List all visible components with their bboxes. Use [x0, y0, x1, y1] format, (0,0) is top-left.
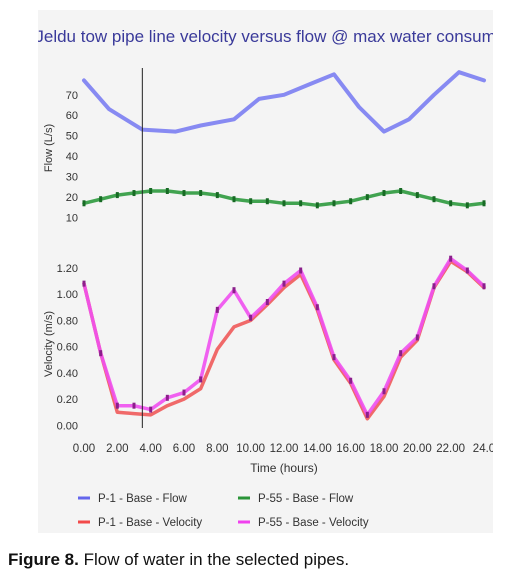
data-point [82, 200, 86, 207]
data-point [415, 192, 419, 199]
data-point [282, 280, 286, 287]
data-point [415, 334, 419, 341]
legend-entry: P-55 - Base - Velocity [258, 517, 369, 529]
data-point [349, 198, 353, 205]
legend-entry: P-1 - Base - Velocity [98, 517, 202, 529]
x-tick-label: 6.00 [173, 443, 195, 455]
data-point [332, 354, 336, 361]
data-point [349, 377, 353, 384]
x-tick-label: 24.0 [473, 443, 493, 455]
x-tick-label: 20.00 [403, 443, 432, 455]
data-point [299, 200, 303, 207]
data-point [465, 267, 469, 274]
data-point [299, 267, 303, 274]
y-tick-label: 10 [66, 213, 78, 225]
y-axis-label: Flow (L/s) [43, 124, 55, 172]
figure-caption-label: Figure 8. [8, 550, 79, 569]
data-point [449, 200, 453, 207]
x-tick-label: 18.00 [370, 443, 399, 455]
data-point [132, 402, 136, 409]
y-tick-label: 70 [66, 90, 78, 102]
data-point [399, 188, 403, 194]
data-point [182, 389, 186, 396]
data-point [482, 283, 486, 290]
x-tick-label: 16.00 [336, 443, 365, 455]
data-point [215, 192, 219, 199]
y-tick-label: 0.60 [57, 342, 78, 354]
chart-title: Jeldu tow pipe line velocity versus flow… [38, 27, 493, 46]
y-tick-label: 0.20 [57, 394, 78, 406]
data-point [82, 280, 86, 287]
x-tick-label: 8.00 [206, 443, 228, 455]
flow-velocity-chart: Jeldu tow pipe line velocity versus flow… [38, 27, 493, 529]
data-point [249, 314, 253, 321]
x-tick-label: 12.00 [270, 443, 299, 455]
data-point [99, 196, 103, 203]
figure-caption: Figure 8. Flow of water in the selected … [8, 550, 349, 570]
data-point [432, 283, 436, 290]
x-tick-label: 0.00 [73, 443, 95, 455]
data-point [115, 192, 119, 199]
y-tick-label: 20 [66, 192, 78, 204]
x-tick-label: 10.00 [236, 443, 265, 455]
data-point [215, 306, 219, 313]
legend-entry: P-55 - Base - Flow [258, 493, 354, 505]
data-point [149, 188, 153, 194]
data-point [482, 200, 486, 207]
data-point [282, 200, 286, 207]
y-axis-label: Velocity (m/s) [43, 311, 55, 377]
figure-caption-text: Flow of water in the selected pipes. [78, 550, 350, 569]
series-line [82, 70, 486, 134]
y-tick-label: 0.80 [57, 315, 78, 327]
data-point [115, 402, 119, 409]
y-tick-label: 1.00 [57, 289, 78, 301]
data-point [165, 188, 169, 194]
data-point [232, 196, 236, 203]
data-point [332, 200, 336, 207]
data-point [265, 299, 269, 305]
y-tick-label: 40 [66, 151, 78, 163]
data-point [249, 198, 253, 205]
data-point [99, 350, 103, 357]
y-tick-label: 0.40 [57, 368, 78, 380]
data-point [182, 190, 186, 197]
data-point [465, 202, 469, 209]
legend-entry: P-1 - Base - Flow [98, 493, 188, 505]
y-tick-label: 30 [66, 172, 78, 184]
x-tick-label: 2.00 [106, 443, 128, 455]
x-axis-label: Time (hours) [250, 461, 318, 475]
data-point [165, 394, 169, 401]
data-point [382, 388, 386, 395]
data-point [315, 304, 319, 311]
y-tick-label: 60 [66, 110, 78, 122]
y-tick-label: 50 [66, 131, 78, 143]
data-point [149, 406, 153, 413]
data-point [365, 411, 369, 418]
data-point [199, 376, 203, 383]
chart-container: Jeldu tow pipe line velocity versus flow… [38, 10, 493, 533]
data-point [199, 190, 203, 197]
data-point [432, 196, 436, 203]
data-point [449, 255, 453, 262]
data-point [382, 190, 386, 197]
data-point [315, 202, 319, 209]
y-tick-label: 1.20 [57, 263, 78, 275]
data-point [232, 287, 236, 294]
data-point [265, 198, 269, 205]
data-point [132, 190, 136, 197]
y-tick-label: 0.00 [57, 420, 78, 432]
data-point [365, 194, 369, 201]
data-point [399, 350, 403, 357]
x-tick-label: 14.00 [303, 443, 332, 455]
x-tick-label: 22.00 [436, 443, 465, 455]
x-tick-label: 4.00 [139, 443, 161, 455]
